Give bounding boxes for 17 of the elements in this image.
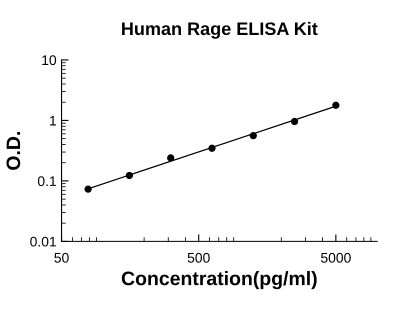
- x-axis-title: Concentration(pg/ml): [122, 270, 317, 290]
- point: [290, 118, 298, 126]
- chart-title: Human Rage ELISA Kit: [122, 22, 318, 39]
- x-tick-label: 500: [188, 252, 210, 263]
- point: [167, 154, 174, 162]
- point: [126, 172, 134, 180]
- y-tick-label: 0.01: [30, 236, 56, 247]
- y-tick-label: 10: [42, 55, 56, 66]
- point: [208, 144, 216, 152]
- point: [332, 102, 340, 109]
- y-axis-title: O.D.: [6, 132, 20, 170]
- y-tick-label: 1: [50, 116, 56, 126]
- point: [84, 186, 92, 193]
- x-tick-label: 50: [54, 252, 69, 263]
- y-tick-label: 0.1: [38, 176, 56, 186]
- x-tick-label: 5000: [320, 252, 351, 263]
- point: [250, 132, 257, 140]
